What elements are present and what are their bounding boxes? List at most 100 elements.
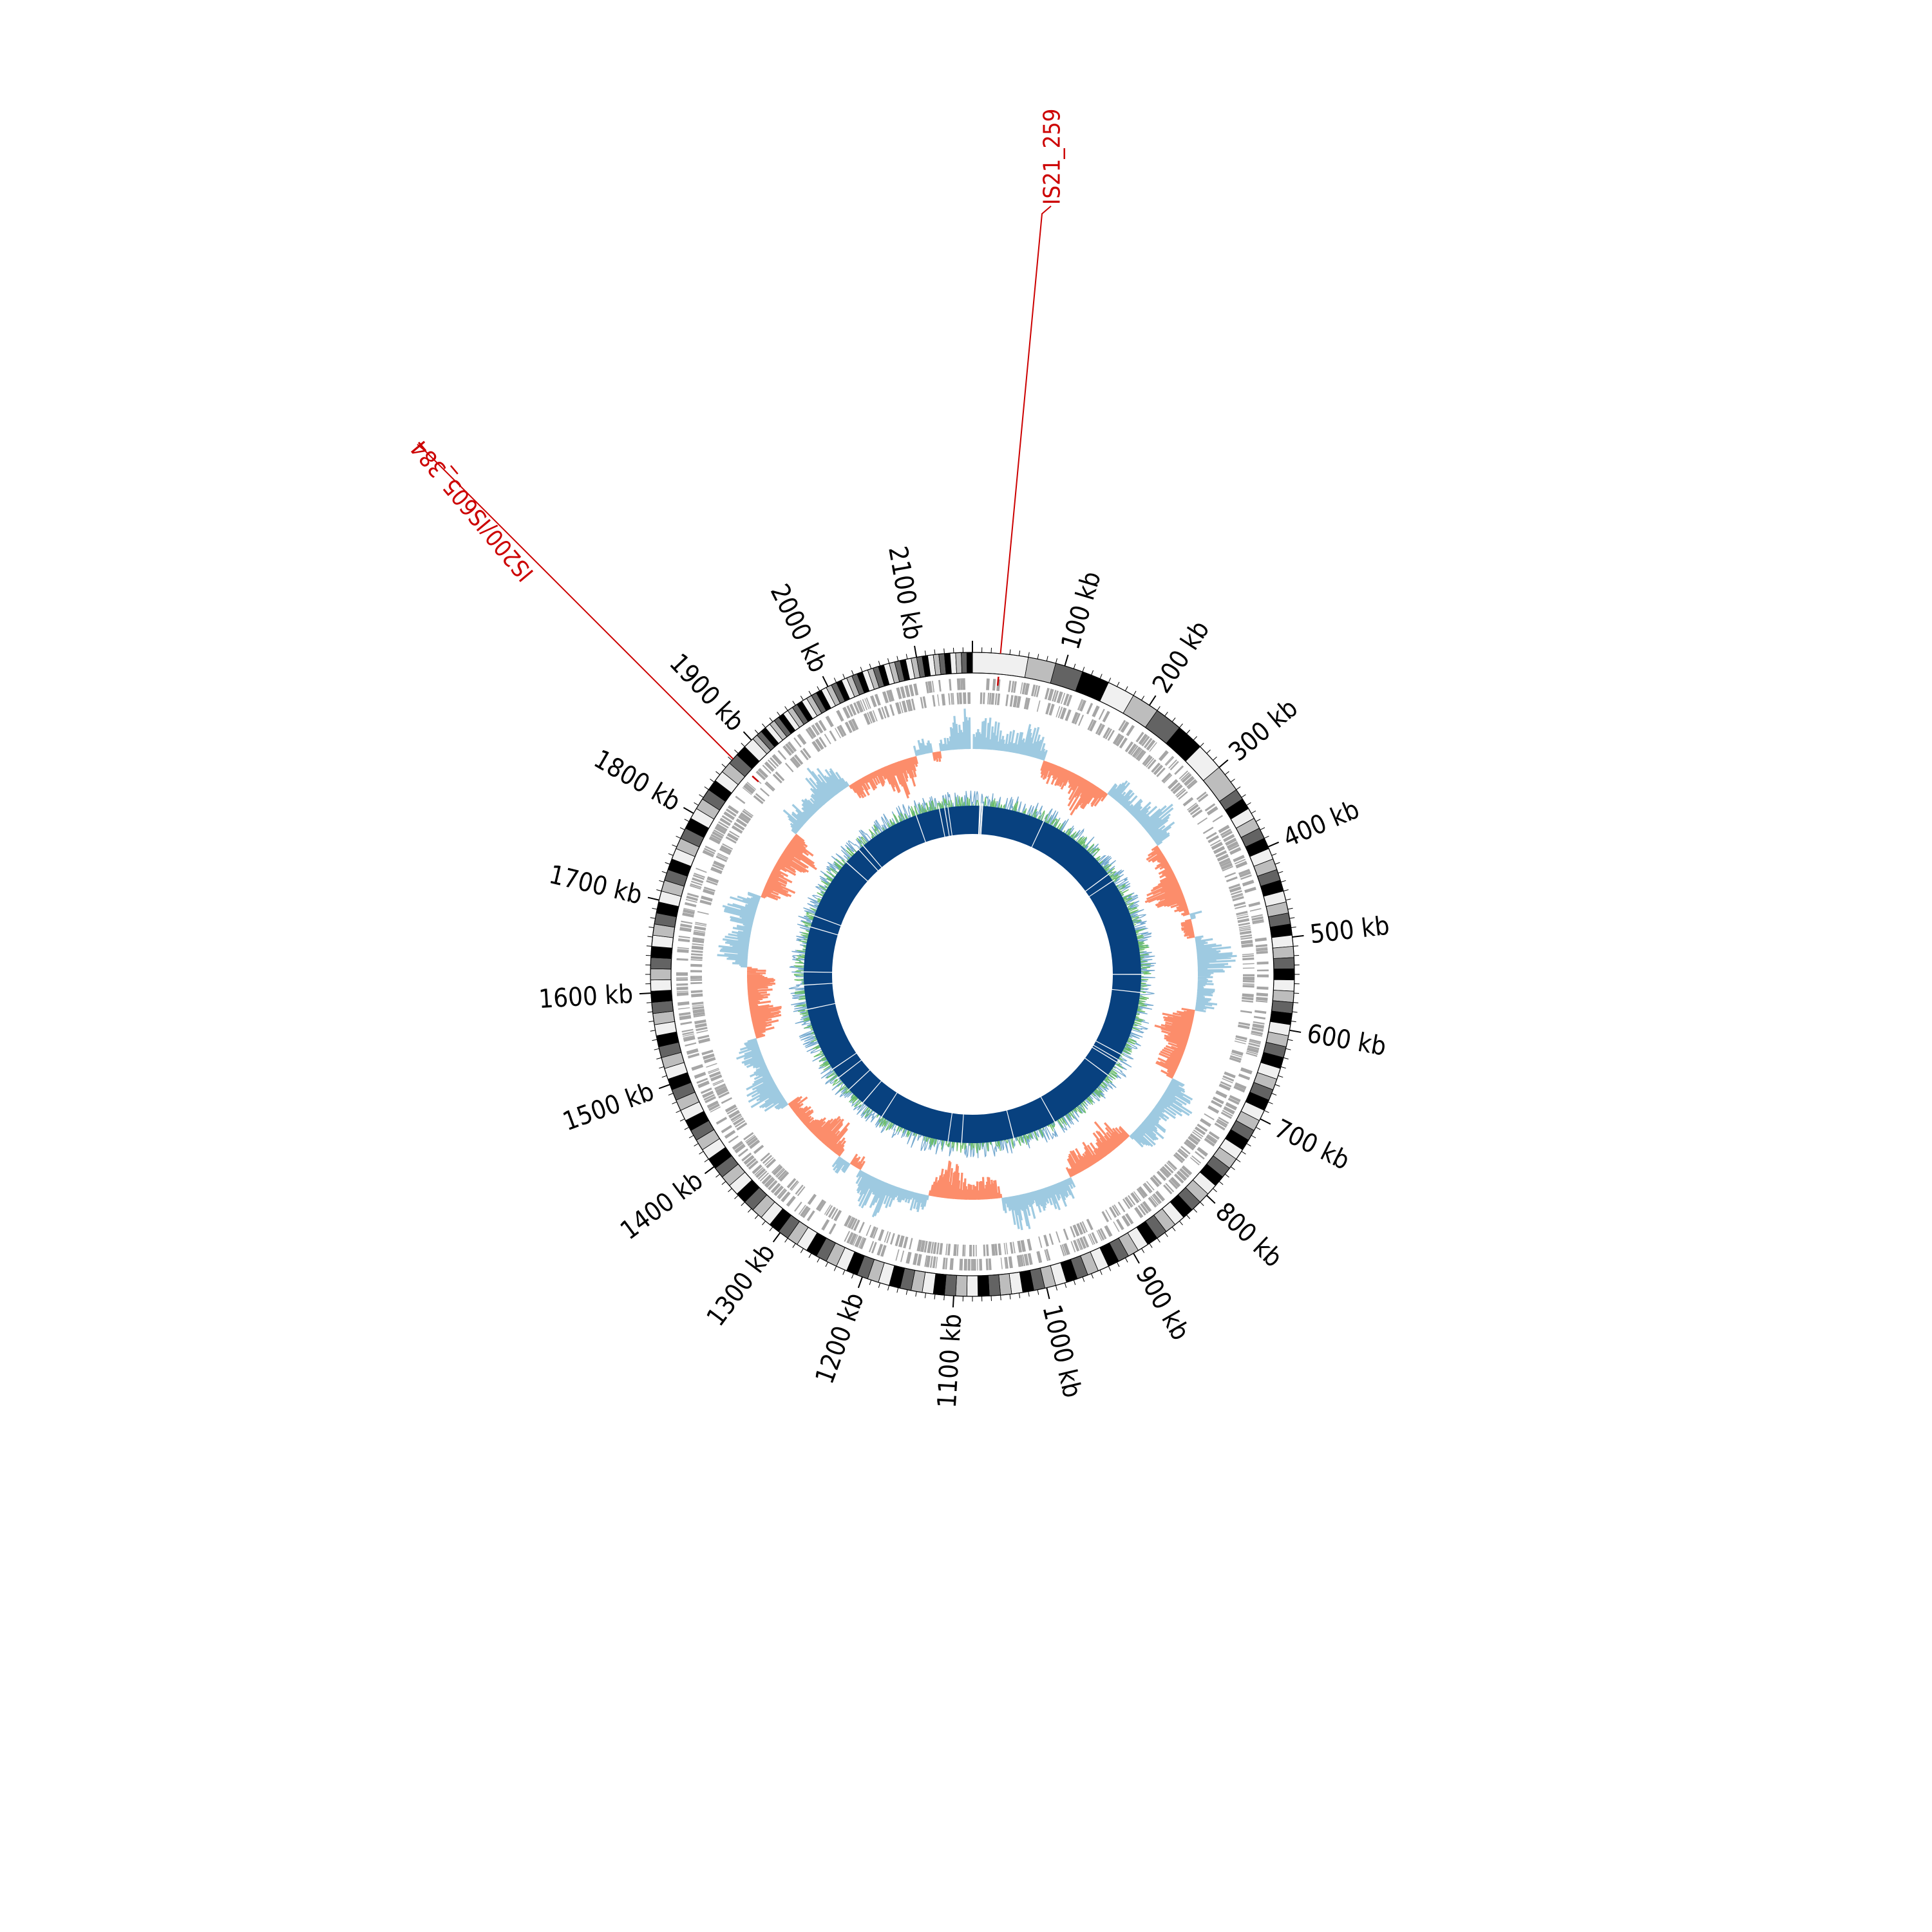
minor-tick [1285, 1048, 1291, 1050]
gene-block [1146, 757, 1155, 768]
gene-block [1163, 1184, 1173, 1195]
gene-block [785, 743, 795, 754]
gene-block [1204, 803, 1216, 812]
gene-block [1238, 922, 1250, 927]
gene-block [729, 830, 740, 838]
gene-block [1242, 993, 1254, 998]
gene-block [701, 895, 713, 902]
gene-block [676, 958, 688, 961]
gene-block [1012, 695, 1018, 708]
gene-block [1220, 860, 1232, 867]
minor-tick [943, 1295, 945, 1301]
gene-block [1238, 925, 1251, 929]
inner-ring-gap [830, 1051, 859, 1071]
gene-block [1240, 1010, 1253, 1014]
gene-block [717, 854, 728, 860]
gene-block [909, 684, 914, 697]
minor-tick [646, 945, 652, 947]
gene-block [1180, 772, 1190, 781]
gene-block [1176, 1170, 1188, 1181]
minor-tick [1082, 1276, 1085, 1282]
gene-block [980, 692, 983, 705]
gene-block [694, 1072, 706, 1079]
gene-block [871, 1242, 877, 1254]
gene-block [766, 1159, 777, 1169]
gene-block [956, 1244, 959, 1256]
gene-block [960, 678, 963, 690]
gene-block [703, 889, 715, 896]
gene-block [848, 719, 857, 732]
minor-tick [1116, 1262, 1120, 1267]
gene-block [1012, 1242, 1016, 1254]
gene-block [1096, 1230, 1103, 1242]
gene-block [793, 737, 802, 748]
gene-block [1241, 943, 1253, 948]
gene-block [770, 757, 779, 767]
gene-block [690, 977, 703, 980]
gene-block [1017, 1240, 1022, 1253]
gene-block [880, 1245, 887, 1257]
gene-block [1167, 1160, 1177, 1170]
major-tick [952, 1296, 954, 1308]
minor-tick [1200, 1202, 1204, 1206]
gene-block [1224, 872, 1236, 878]
gene-block [844, 1231, 850, 1242]
gene-block [1242, 963, 1255, 965]
minor-tick [1193, 1208, 1197, 1213]
major-tick [1289, 1029, 1302, 1033]
gene-block [1218, 857, 1231, 866]
gene-block [956, 678, 961, 690]
minor-tick [1241, 1151, 1246, 1155]
gene-block [1124, 741, 1134, 753]
inner-ring-gap [800, 971, 835, 973]
gene-block [1256, 992, 1268, 997]
gene-block [1214, 1122, 1226, 1131]
gene-block [1088, 1234, 1094, 1245]
gene-block [1231, 893, 1243, 898]
gene-block [848, 1217, 856, 1229]
minor-tick [1193, 736, 1197, 741]
gene-block [1222, 866, 1233, 872]
minor-tick [1287, 1039, 1293, 1041]
gene-block [781, 1191, 791, 1202]
gene-block [744, 782, 755, 792]
gene-block [1137, 1205, 1146, 1216]
gene-block [709, 1071, 721, 1078]
gene-block [1135, 749, 1145, 761]
gene-block [1150, 1176, 1160, 1188]
gene-block [795, 1184, 804, 1195]
gene-block [1107, 730, 1115, 741]
minor-tick [734, 750, 739, 754]
gene-block [959, 1258, 963, 1271]
gene-block [702, 1090, 714, 1099]
minor-tick [1246, 802, 1251, 806]
gene-block [689, 885, 701, 890]
gene-block [742, 810, 753, 819]
is200-leader-line [417, 444, 734, 760]
gene-block [1063, 694, 1070, 706]
gene-block [692, 877, 704, 884]
gene-block [715, 855, 728, 862]
gene-block [691, 993, 703, 998]
gene-block [1251, 1027, 1264, 1032]
minor-tick [896, 656, 899, 661]
gene-block [685, 902, 697, 907]
gene-block [692, 1001, 704, 1005]
gene-block [1048, 1233, 1054, 1245]
gene-block [1056, 691, 1063, 704]
gene-block [1161, 772, 1171, 783]
gene-block [1212, 1096, 1224, 1104]
minor-tick [769, 1226, 773, 1231]
gene-block [1234, 1040, 1246, 1045]
gene-block [691, 953, 703, 956]
gene-block [913, 1253, 918, 1265]
minor-tick [721, 764, 726, 768]
gene-block [867, 712, 873, 724]
gene-block [991, 1244, 996, 1256]
gene-block [1168, 759, 1177, 769]
gene-block [1215, 850, 1227, 858]
gene-block [1204, 1137, 1215, 1147]
gene-block [764, 761, 775, 772]
gene-block [1165, 756, 1175, 766]
gene-block [1247, 1047, 1259, 1054]
